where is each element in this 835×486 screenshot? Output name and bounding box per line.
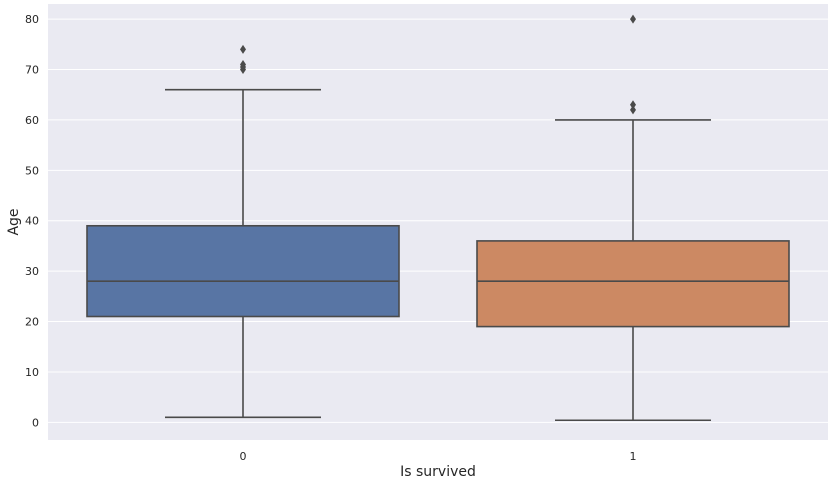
iqr-box <box>476 240 790 328</box>
x-tick-label: 0 <box>240 450 247 463</box>
outlier-point <box>630 105 636 115</box>
x-tick-label: 1 <box>630 450 637 463</box>
y-axis-label: Age <box>6 208 22 235</box>
y-tick-label: 80 <box>25 13 39 26</box>
box-0 <box>86 44 400 419</box>
y-tick-label: 0 <box>32 416 39 429</box>
y-tick-label: 30 <box>25 265 39 278</box>
y-tick-labels: 0 10 20 30 40 50 60 70 80 <box>25 13 39 429</box>
y-tick-label: 50 <box>25 164 39 177</box>
plot-background <box>48 4 828 440</box>
y-tick-label: 20 <box>25 316 39 329</box>
y-tick-label: 60 <box>25 114 39 127</box>
outlier-point <box>630 14 636 24</box>
box-series <box>86 14 790 422</box>
iqr-box <box>86 224 400 318</box>
outlier-point <box>240 59 246 69</box>
outlier-point <box>630 100 636 110</box>
y-tick-label: 40 <box>25 215 39 228</box>
y-tick-label: 70 <box>25 64 39 77</box>
box-1 <box>476 14 790 422</box>
outlier-point <box>240 44 246 54</box>
y-tick-label: 10 <box>25 366 39 379</box>
x-axis-label: Is survived <box>400 464 476 480</box>
